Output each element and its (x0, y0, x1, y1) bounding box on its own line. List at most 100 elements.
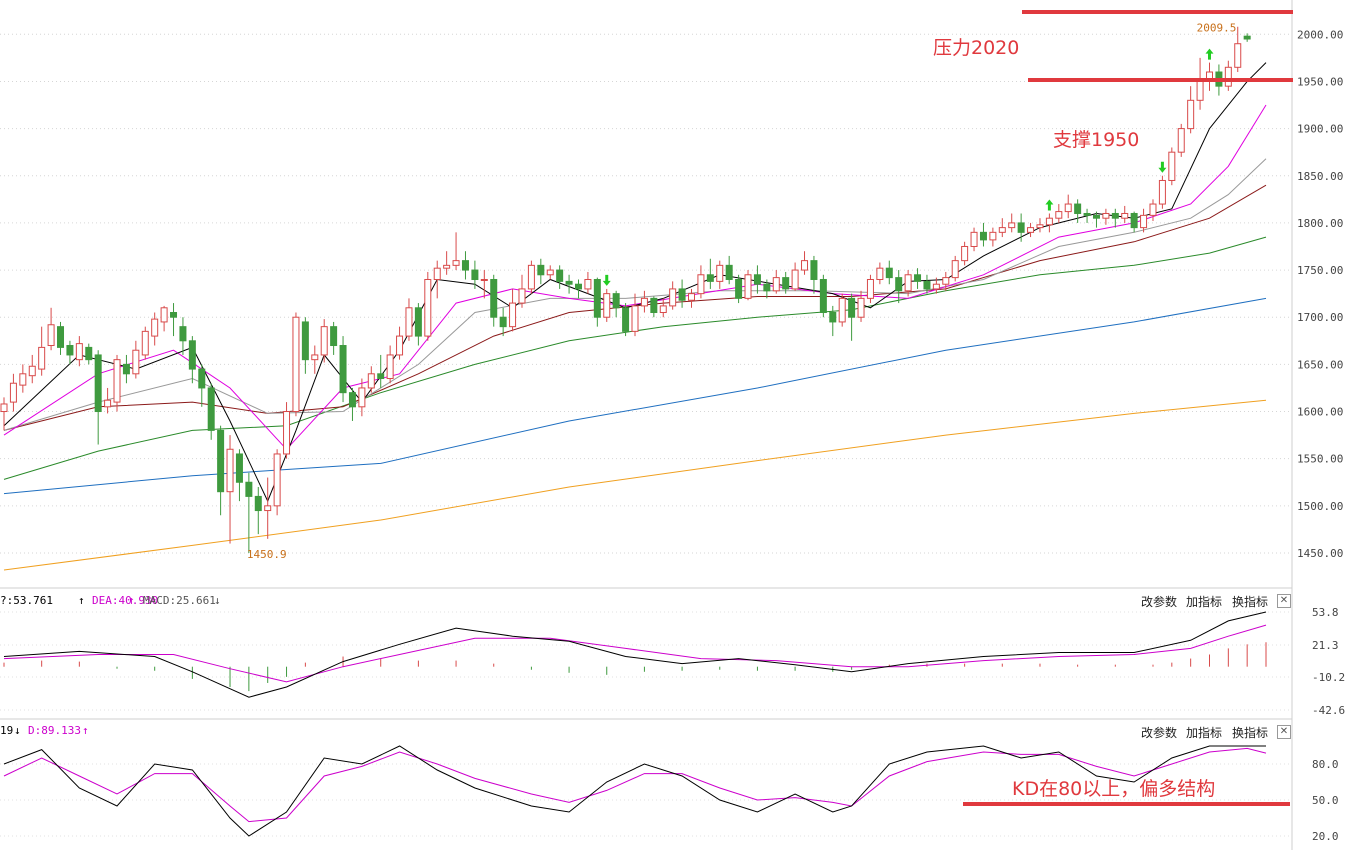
candle-up (772, 277, 780, 292)
kd-close-button[interactable]: ✕ (1277, 725, 1291, 739)
candle-up (1177, 128, 1185, 153)
macd-swap-indicator-button[interactable]: 换指标 (1232, 595, 1269, 609)
kd-add-indicator-button[interactable]: 加指标 (1186, 726, 1223, 740)
macd-panel: 53.821.3-10.2-42.6?:53.761 ↑ DEA:40.930↑ MA… (0, 594, 1345, 717)
macd-params-button[interactable]: 改参数 (1141, 595, 1178, 609)
candle-up (28, 365, 36, 377)
grid-lines (0, 0, 1293, 850)
candle-up (546, 269, 554, 276)
candle-down (461, 260, 469, 271)
candle-down (57, 326, 65, 348)
k-value-label: 19 (0, 724, 13, 737)
candle-up (273, 453, 281, 507)
ma-line-ma250 (3, 399, 1267, 571)
candle-down (763, 283, 771, 292)
candle-down (471, 269, 479, 280)
candle-up (358, 387, 366, 408)
candle-up (1234, 43, 1242, 68)
candle-up (443, 264, 451, 269)
candle-down (170, 312, 178, 318)
candle-down (1111, 212, 1119, 219)
candle-down (810, 260, 818, 280)
resistance-line (1022, 10, 1293, 14)
candle-down (622, 307, 630, 332)
low-price-label: 1450.9 (247, 548, 287, 561)
candle-down (537, 264, 545, 276)
candle-down (848, 297, 856, 318)
candle-up (932, 283, 940, 290)
candle-up (584, 278, 592, 290)
candle-up (292, 316, 300, 413)
signal-arrow-down-icon (1158, 161, 1167, 173)
ma-line-ma10 (3, 104, 1267, 451)
candle-up (1045, 217, 1053, 226)
macd-add-indicator-button[interactable]: 加指标 (1186, 595, 1223, 609)
price-axis-label: 1550.00 (1297, 453, 1343, 466)
candle-up (744, 274, 752, 299)
macd-value-label: MACD:25.661 (143, 594, 216, 607)
price-axis-label: 1700.00 (1297, 311, 1343, 324)
candle-down (556, 269, 564, 282)
candle-down (1243, 35, 1251, 40)
candle-up (791, 269, 799, 290)
candle-up (669, 288, 677, 307)
candle-down (179, 326, 187, 342)
candle-up (688, 293, 696, 301)
dea-up-arrow-icon: ↑ (128, 594, 135, 607)
kd-annotation-line (963, 802, 1290, 806)
kd-params-button[interactable]: 改参数 (1141, 726, 1178, 740)
candle-down (235, 453, 243, 483)
candle-up (876, 267, 884, 280)
candle-up (320, 326, 328, 356)
signal-arrow-up-icon (1205, 48, 1214, 60)
candle-up (386, 354, 394, 380)
candle-up (1224, 66, 1232, 87)
candle-down (819, 278, 827, 314)
candle-down (735, 278, 743, 299)
candle-up (509, 302, 517, 328)
resistance-annotation: 压力2020 (933, 37, 1019, 59)
support-line (1028, 78, 1293, 82)
candle-down (330, 326, 338, 347)
candle-up (1036, 224, 1044, 229)
candle-up (141, 330, 149, 356)
d-up-arrow-icon: ↑ (82, 724, 89, 737)
dea-line (3, 624, 1267, 683)
candle-up (1158, 179, 1166, 205)
candle-up (104, 399, 112, 408)
candle-down (574, 283, 582, 290)
candle-down (94, 354, 102, 413)
price-axis-label: 1800.00 (1297, 217, 1343, 230)
candle-down (499, 316, 507, 328)
candle-down (895, 277, 903, 292)
candle-down (490, 278, 498, 318)
macd-close-button[interactable]: ✕ (1277, 594, 1291, 608)
candle-up (866, 278, 874, 299)
candle-down (885, 267, 893, 279)
candle-up (1149, 203, 1157, 216)
candle-down (706, 274, 714, 282)
price-axis-label: 1450.00 (1297, 547, 1343, 560)
candle-up (283, 411, 291, 455)
candle-down (979, 231, 987, 241)
price-axis-label: 1750.00 (1297, 264, 1343, 277)
candle-up (1121, 212, 1129, 219)
candle-down (122, 363, 130, 375)
candle-up (518, 288, 526, 304)
candle-up (480, 278, 488, 281)
candle-up (951, 260, 959, 279)
candle-up (75, 343, 83, 361)
candle-down (377, 373, 385, 380)
candle-down (678, 288, 686, 301)
candle-up (0, 403, 8, 413)
candle-down (612, 293, 620, 309)
price-axis-label: 1650.00 (1297, 358, 1343, 371)
candle-up (942, 277, 950, 285)
kd-swap-indicator-button[interactable]: 换指标 (1232, 726, 1269, 740)
candle-up (1064, 203, 1072, 213)
candle-up (1196, 80, 1204, 101)
price-panel: 2000.00 1950.00 1900.00 1850.00 1800.00 1750.… (0, 10, 1343, 571)
candle-down (1083, 212, 1091, 216)
candle-down (923, 280, 931, 290)
macd-axis-label: 53.8 (1312, 606, 1339, 619)
